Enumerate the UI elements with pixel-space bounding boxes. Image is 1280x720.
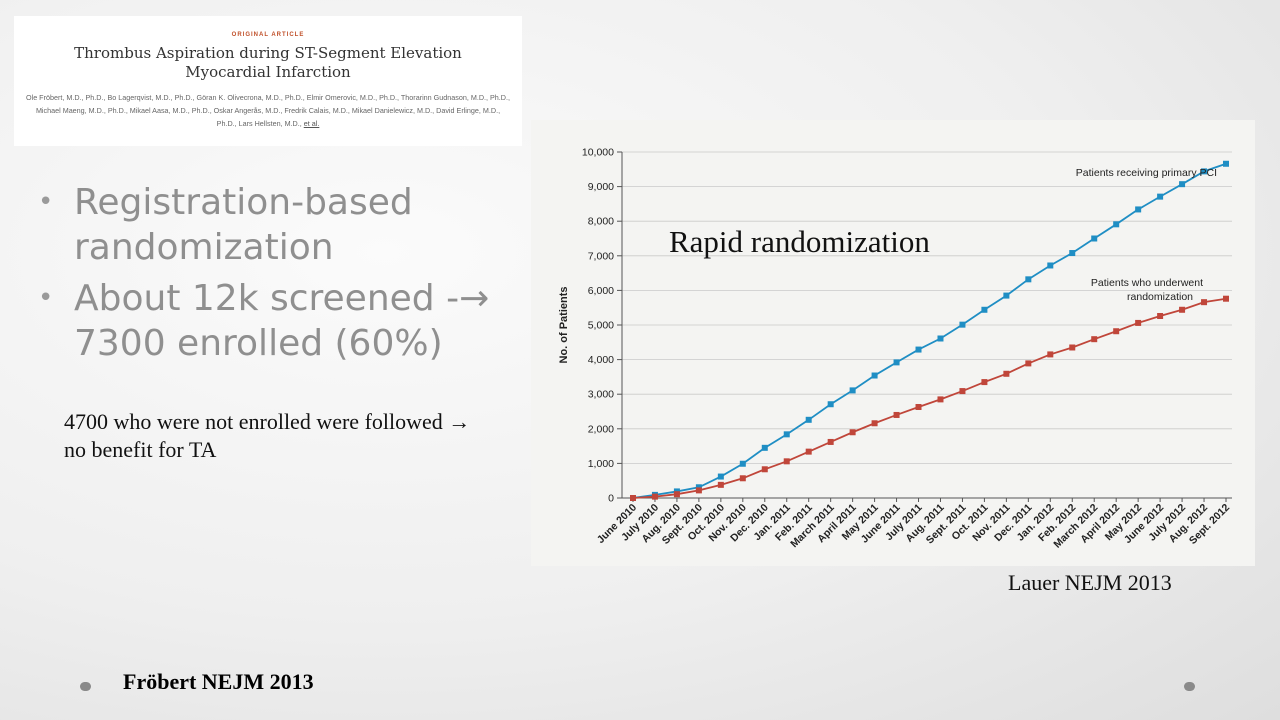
data-point bbox=[827, 401, 834, 408]
data-point bbox=[915, 346, 922, 353]
data-point bbox=[761, 466, 768, 473]
data-point bbox=[1025, 276, 1032, 283]
y-tick-label: 9,000 bbox=[588, 181, 614, 193]
data-point bbox=[630, 495, 636, 501]
y-axis-label: No. of Patients bbox=[558, 286, 570, 363]
data-point bbox=[1135, 206, 1142, 213]
series-line bbox=[632, 162, 1227, 499]
article-authors-list: Ole Fröbert, M.D., Ph.D., Bo Lagerqvist,… bbox=[26, 93, 510, 128]
chart-overlay-title: Rapid randomization bbox=[669, 224, 930, 259]
data-point bbox=[1201, 168, 1208, 175]
y-tick-label: 8,000 bbox=[588, 216, 614, 228]
data-point bbox=[827, 438, 834, 445]
next-slide-dot-icon[interactable] bbox=[1184, 682, 1195, 691]
data-point bbox=[871, 372, 878, 379]
data-point bbox=[893, 359, 900, 366]
article-title: Thrombus Aspiration during ST-Segment El… bbox=[74, 44, 462, 81]
y-tick-label: 10,000 bbox=[582, 147, 614, 159]
data-point bbox=[1025, 360, 1032, 367]
bullet-text: Registration-based randomization bbox=[74, 182, 413, 268]
data-point bbox=[1223, 295, 1229, 302]
data-point bbox=[871, 420, 878, 427]
bullet-list: • Registration-based randomization • Abo… bbox=[38, 180, 508, 372]
data-point bbox=[695, 484, 702, 491]
data-point bbox=[1135, 319, 1142, 326]
y-tick-label: 2,000 bbox=[588, 423, 614, 435]
data-point bbox=[805, 416, 812, 423]
data-point bbox=[1069, 344, 1076, 351]
prev-slide-dot-icon[interactable] bbox=[80, 682, 91, 691]
y-tick-label: 6,000 bbox=[588, 285, 614, 297]
data-point bbox=[1003, 370, 1010, 377]
data-point bbox=[937, 335, 944, 342]
data-point bbox=[673, 491, 680, 498]
data-point bbox=[805, 448, 812, 455]
y-tick-label: 0 bbox=[608, 493, 614, 505]
article-kicker: ORIGINAL ARTICLE bbox=[231, 32, 305, 38]
data-point bbox=[717, 473, 724, 480]
data-point bbox=[1113, 328, 1120, 335]
bullet-item: • Registration-based randomization bbox=[38, 180, 508, 270]
y-tick-label: 5,000 bbox=[588, 320, 614, 332]
citation-left: Fröbert NEJM 2013 bbox=[123, 669, 314, 694]
data-point bbox=[849, 387, 856, 394]
data-point bbox=[959, 388, 966, 395]
enrollment-chart: 0 1,000 2,000 3,000 4,000 5,000 6,000 7,000 8,00… bbox=[558, 147, 1232, 551]
data-point bbox=[937, 396, 944, 403]
y-tick-label: 4,000 bbox=[588, 354, 614, 366]
series-annotation: randomization bbox=[1127, 291, 1193, 303]
data-point bbox=[783, 458, 790, 465]
data-point bbox=[849, 429, 856, 436]
data-point bbox=[981, 306, 988, 313]
article-authors: Ole Fröbert, M.D., Ph.D., Bo Lagerqvist,… bbox=[26, 91, 510, 130]
data-point bbox=[1091, 235, 1098, 242]
article-authors-link[interactable]: et al. bbox=[303, 119, 320, 128]
series-annotation: Patients receiving primary PCI bbox=[1076, 167, 1217, 179]
data-point bbox=[695, 487, 702, 494]
y-tick-label: 1,000 bbox=[588, 458, 614, 470]
data-point bbox=[893, 411, 900, 418]
data-point bbox=[739, 460, 746, 467]
data-point bbox=[651, 493, 658, 500]
enrollment-note: 4700 who were not enrolled were followed… bbox=[64, 409, 471, 462]
data-point bbox=[739, 475, 746, 482]
data-point bbox=[1179, 181, 1186, 188]
data-point bbox=[1047, 351, 1054, 358]
data-point bbox=[761, 444, 768, 451]
data-point bbox=[981, 379, 988, 386]
data-point bbox=[1201, 299, 1208, 306]
bullet-dot-icon: • bbox=[38, 283, 54, 313]
chart-panel: 0 1,000 2,000 3,000 4,000 5,000 6,000 7,000 8,00… bbox=[531, 120, 1255, 566]
y-tick-label: 3,000 bbox=[588, 389, 614, 401]
y-tick-label: 7,000 bbox=[588, 250, 614, 262]
data-point bbox=[1091, 336, 1098, 343]
bullet-item: • About 12k screened -→ 7300 enrolled (6… bbox=[38, 276, 508, 366]
data-point bbox=[783, 431, 790, 438]
article-header-card: ORIGINAL ARTICLE Thrombus Aspiration dur… bbox=[14, 16, 522, 146]
data-point bbox=[1157, 193, 1164, 200]
data-point bbox=[1157, 313, 1164, 320]
bullet-dot-icon: • bbox=[38, 187, 54, 217]
citation-right: Lauer NEJM 2013 bbox=[1008, 570, 1172, 595]
data-point bbox=[1047, 262, 1054, 269]
data-point bbox=[1179, 306, 1186, 313]
data-point bbox=[959, 321, 966, 328]
data-point bbox=[1223, 160, 1229, 167]
data-point bbox=[1003, 292, 1010, 299]
data-point bbox=[1113, 221, 1120, 228]
bullet-text: About 12k screened -→ 7300 enrolled (60%… bbox=[74, 278, 490, 364]
data-point bbox=[915, 404, 922, 411]
data-point bbox=[1069, 250, 1076, 257]
series-line bbox=[632, 297, 1227, 499]
data-point bbox=[717, 481, 724, 488]
series-annotation: Patients who underwent bbox=[1091, 277, 1203, 289]
